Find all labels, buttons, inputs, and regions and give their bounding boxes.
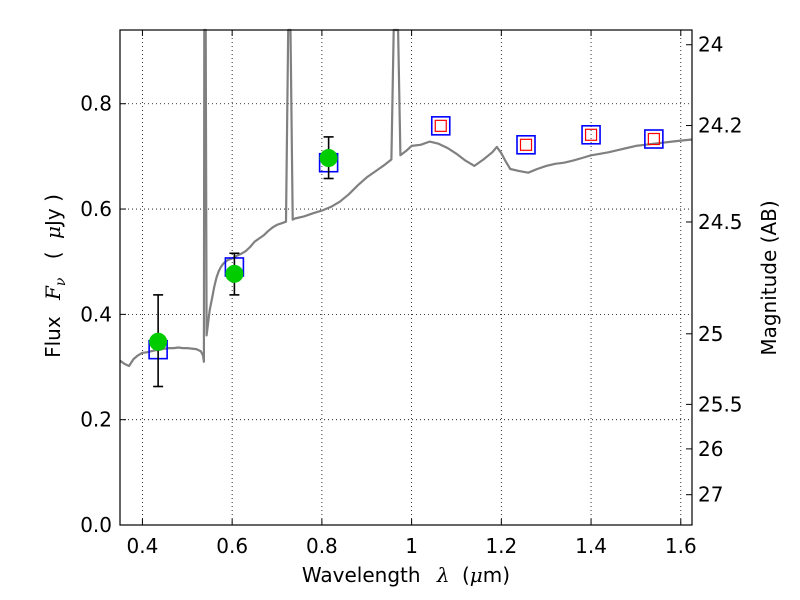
- y-axis-unit-rest: Jy ): [41, 194, 65, 228]
- x-axis-unit-rest: m): [483, 563, 510, 587]
- x-axis-label-text: Wavelength: [302, 563, 421, 587]
- flux-markers-group: [148, 116, 664, 388]
- x-tick-label: 1: [405, 534, 418, 558]
- upper-limit-square: [434, 119, 447, 132]
- y2-tick-label: 24.5: [698, 210, 743, 234]
- x-tick-label: 1.4: [575, 534, 607, 558]
- observed-flux-point: [225, 264, 244, 283]
- x-axis-label: Wavelength λ (μm): [302, 563, 510, 587]
- model-flux-square: [644, 129, 664, 149]
- y-axis-label: Flux Fν ( μJy ): [41, 194, 70, 358]
- plot-frame: [119, 29, 693, 526]
- y-tick-label: 0.8: [80, 92, 112, 116]
- y-tick-label: 0.6: [80, 197, 112, 221]
- y-tick-label: 0.2: [80, 408, 112, 432]
- observed-flux-point: [319, 148, 338, 167]
- y2-tick-label: 24.2: [698, 114, 743, 138]
- model-spectrum-group: [119, 28, 693, 368]
- x-axis-symbol: λ: [436, 563, 450, 587]
- y2-tick-label: 24: [698, 33, 723, 57]
- y2-tick-label: 25.5: [698, 392, 743, 416]
- y-axis-unit-open: (: [41, 251, 65, 259]
- y-axis-subscript: ν: [53, 277, 69, 286]
- y2-tick-label: 25: [698, 322, 723, 346]
- x-tick-label: 0.8: [306, 534, 338, 558]
- x-tick-label: 0.6: [216, 534, 248, 558]
- x-tick-label: 1.6: [665, 534, 697, 558]
- model-flux-square: [581, 124, 601, 145]
- model-flux-square: [516, 134, 536, 155]
- y2-axis-label: Magnitude (AB): [757, 200, 781, 355]
- axis-ticks: 0.4 0.6 0.8 1 1.2 1.4 1.6 0.0 0.2 0.4 0.6 0.8 24 24.2…: [80, 30, 743, 558]
- upper-limit-square: [647, 132, 660, 146]
- model-flux-square: [430, 116, 451, 136]
- x-axis-unit-mu: μ: [470, 563, 483, 587]
- model-spectrum-line: [119, 28, 693, 368]
- y-tick-label: 0.4: [80, 302, 112, 326]
- y-axis-unit-mu: μ: [41, 226, 65, 239]
- x-axis-unit-open: (: [462, 563, 470, 587]
- y2-tick-label: 26: [698, 437, 723, 461]
- y2-tick-label: 27: [698, 483, 723, 507]
- y-axis-symbol: F: [41, 285, 65, 301]
- observed-flux-point: [149, 332, 168, 351]
- upper-limit-square: [519, 138, 533, 151]
- y-tick-label: 0.0: [80, 513, 112, 537]
- y-axis-label-text: Flux: [41, 316, 65, 358]
- x-tick-label: 0.4: [127, 534, 159, 558]
- x-tick-label: 1.2: [485, 534, 517, 558]
- upper-limit-square: [584, 128, 598, 141]
